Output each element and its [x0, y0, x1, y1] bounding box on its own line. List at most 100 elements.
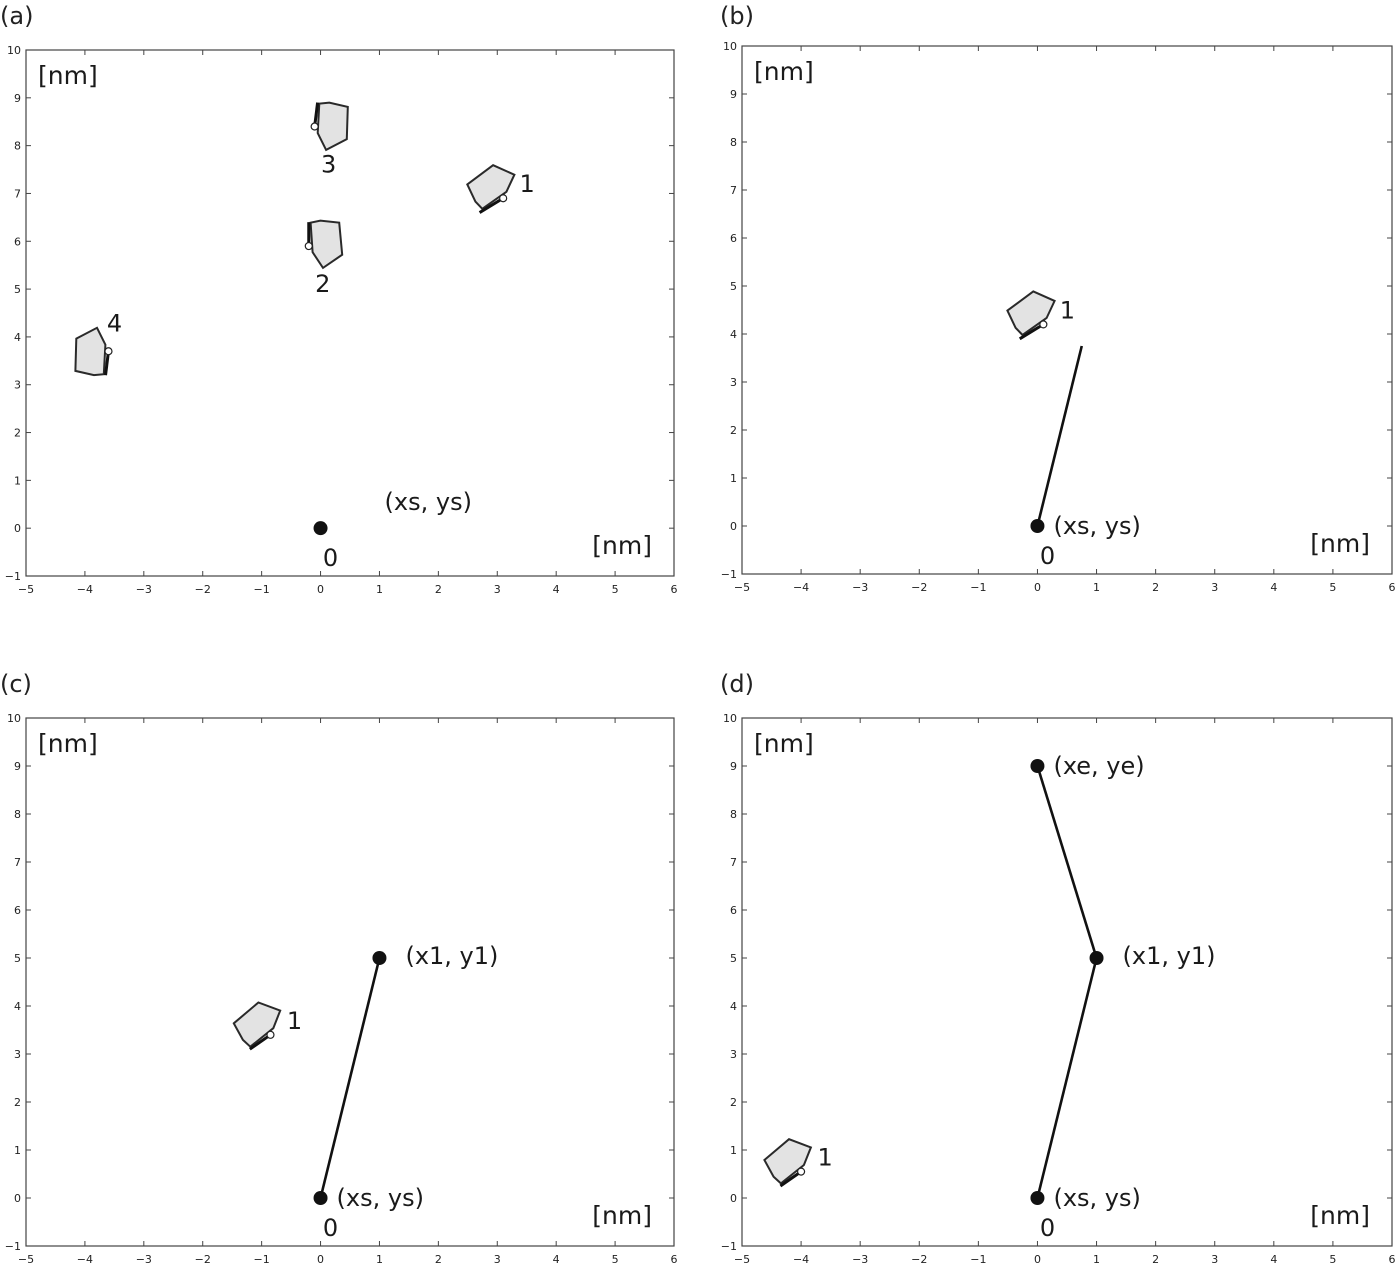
molecule-shape [763, 1138, 813, 1185]
panel-d: (d)−5 −4 −3 −2 −1 0 1 2 3 4 5 6−1012345678910[nm][n… [720, 670, 1396, 1266]
y-tick-label: 6 [730, 904, 737, 917]
x-tick-label: −5 [18, 583, 34, 596]
y-tick-label: 2 [730, 424, 737, 437]
y-tick-label: 7 [730, 184, 737, 197]
point-tag: (x1, y1) [405, 942, 498, 970]
y-tick-label: 0 [730, 520, 737, 533]
x-tick-label: 6 [671, 583, 678, 596]
x-tick-label: −2 [911, 1253, 927, 1266]
x-tick-label: −1 [970, 581, 986, 594]
x-unit-label: [nm] [592, 531, 652, 560]
y-tick-label: 10 [723, 712, 737, 725]
y-unit-label: [nm] [754, 57, 814, 86]
x-tick-label: −2 [911, 581, 927, 594]
y-tick-label: −1 [721, 1240, 737, 1253]
molecule-dipole [248, 1033, 272, 1051]
molecule-label: 1 [1060, 296, 1075, 324]
molecule-label: 3 [321, 151, 336, 179]
x-tick-label: 2 [1152, 1253, 1159, 1266]
y-tick-label: 10 [7, 712, 21, 725]
path-segment [1036, 345, 1084, 527]
y-tick-label: 8 [730, 808, 737, 821]
point-marker [1030, 1191, 1045, 1205]
point-label: 0 [1040, 1214, 1055, 1242]
y-tick-label: 9 [730, 88, 737, 101]
x-tick-label: −3 [852, 581, 868, 594]
x-tick-label: −1 [254, 1253, 270, 1266]
y-tick-label: 7 [14, 856, 21, 869]
x-tick-label: −3 [136, 583, 152, 596]
x-tick-label: −4 [793, 581, 809, 594]
point-marker [313, 521, 328, 536]
y-tick-label: 9 [14, 760, 21, 773]
y-tick-label: 5 [730, 280, 737, 293]
x-tick-label: 3 [1211, 581, 1218, 594]
molecule-dipole [1018, 323, 1045, 341]
x-tick-label: −3 [136, 1253, 152, 1266]
molecule-anchor [304, 241, 313, 251]
y-tick-label: 3 [14, 1048, 21, 1061]
x-tick-label: 1 [376, 1253, 383, 1266]
molecule-anchor [266, 1030, 275, 1039]
y-tick-label: 3 [14, 379, 21, 392]
y-tick-label: 10 [723, 40, 737, 53]
panel-b: (b)−5 −4 −3 −2 −1 0 1 2 3 4 5 6−1012345678910[nm][n… [720, 2, 1396, 594]
x-tick-label: −4 [77, 1253, 93, 1266]
path-segment [319, 957, 381, 1199]
plot-frame [25, 49, 675, 577]
x-tick-label: −3 [852, 1253, 868, 1266]
molecule-shape [232, 1001, 282, 1049]
y-tick-label: 3 [730, 1048, 737, 1061]
path-segment [1036, 957, 1098, 1199]
x-tick-label: 5 [612, 1253, 619, 1266]
y-tick-label: 2 [14, 427, 21, 440]
x-tick-label: 4 [553, 583, 560, 596]
x-tick-label: −5 [734, 1253, 750, 1266]
y-tick-label: 0 [730, 1192, 737, 1205]
molecule-1: 1 [1006, 290, 1075, 341]
y-tick-label: 6 [730, 232, 737, 245]
y-tick-label: 5 [14, 283, 21, 296]
point-marker [1030, 759, 1045, 773]
y-tick-label: 4 [14, 331, 21, 344]
x-tick-label: 1 [376, 583, 383, 596]
y-tick-label: 6 [14, 904, 21, 917]
point-tag: (xs, ys) [1053, 512, 1140, 540]
y-tick-label: 4 [730, 328, 737, 341]
x-tick-label: 1 [1093, 581, 1100, 594]
x-tick-label: −2 [195, 583, 211, 596]
x-tick-label: 0 [317, 1253, 324, 1266]
panel-c: (c)−5 −4 −3 −2 −1 0 1 2 3 4 5 6−1012345678910[nm][n… [0, 670, 678, 1266]
x-tick-label: 1 [1093, 1253, 1100, 1266]
point-label: 0 [1040, 542, 1055, 570]
y-tick-label: 6 [14, 235, 21, 248]
x-tick-label: 4 [1270, 1253, 1277, 1266]
y-tick-label: 1 [14, 474, 21, 487]
x-tick-label: 3 [494, 583, 501, 596]
x-tick-label: 4 [553, 1253, 560, 1266]
y-tick-label: 5 [14, 952, 21, 965]
molecule-anchor [310, 122, 319, 131]
y-tick-label: 1 [730, 472, 737, 485]
y-tick-label: 1 [730, 1144, 737, 1157]
molecule-label: 1 [817, 1144, 832, 1172]
molecule-1: 1 [763, 1138, 833, 1188]
y-tick-label: 4 [14, 1000, 21, 1013]
y-tick-label: 0 [14, 1192, 21, 1205]
y-tick-label: 7 [14, 187, 21, 200]
molecule-shape [74, 326, 107, 377]
molecule-dipole [779, 1170, 802, 1188]
y-unit-label: [nm] [38, 729, 98, 758]
molecule-label: 2 [315, 270, 330, 298]
y-tick-label: 9 [730, 760, 737, 773]
molecule-label: 4 [107, 309, 122, 337]
x-tick-label: 0 [317, 583, 324, 596]
x-tick-label: −5 [18, 1253, 34, 1266]
x-tick-label: −1 [970, 1253, 986, 1266]
x-tick-label: 2 [1152, 581, 1159, 594]
molecule-label: 1 [520, 170, 535, 198]
x-tick-label: 0 [1034, 1253, 1041, 1266]
x-tick-label: 5 [1329, 1253, 1336, 1266]
y-tick-label: 4 [730, 1000, 737, 1013]
